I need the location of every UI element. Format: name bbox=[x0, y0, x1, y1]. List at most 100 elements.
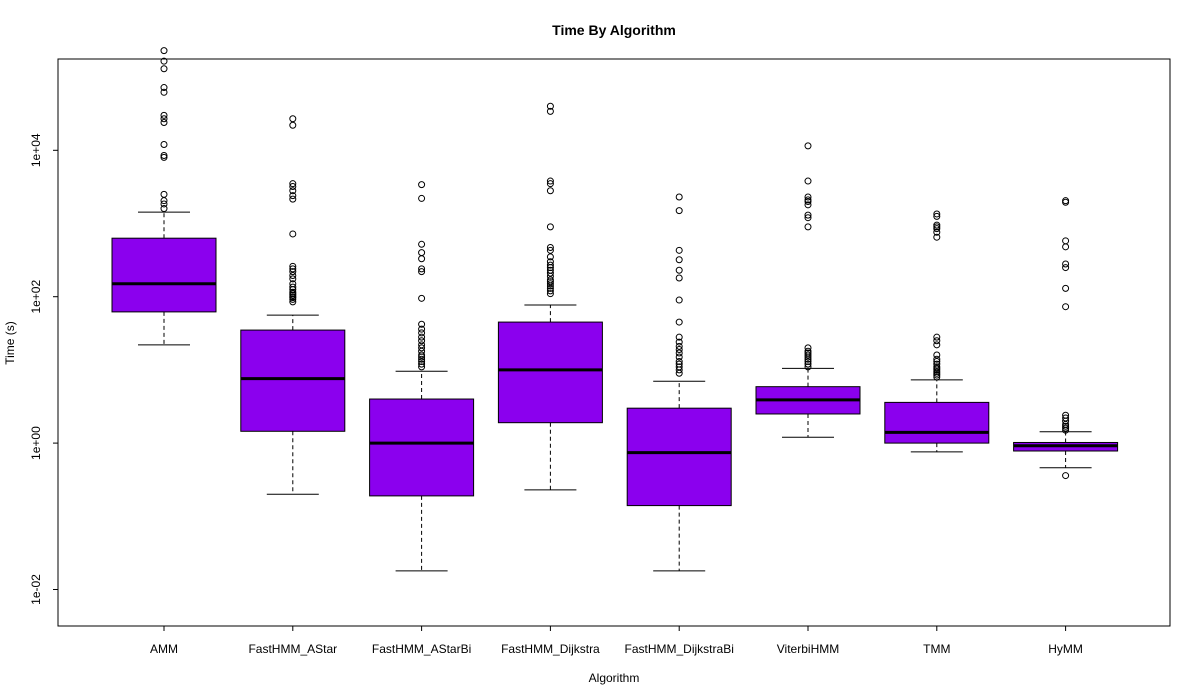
outlier-point bbox=[1062, 414, 1070, 422]
outlier-point bbox=[675, 342, 683, 350]
outlier-point bbox=[160, 205, 168, 213]
box-FastHMM_AStarBi bbox=[369, 181, 475, 572]
outlier-point bbox=[546, 266, 554, 274]
outlier-point bbox=[418, 337, 426, 345]
outlier-point bbox=[804, 347, 812, 355]
outlier-point bbox=[289, 187, 297, 195]
outlier-point bbox=[933, 333, 941, 341]
outlier-point bbox=[160, 153, 168, 161]
outlier-point bbox=[933, 233, 941, 241]
outlier-point bbox=[546, 287, 554, 295]
outlier-point bbox=[289, 280, 297, 288]
x-tick-label: ViterbiHMM bbox=[777, 642, 839, 656]
outlier-point bbox=[289, 298, 297, 306]
outlier-point bbox=[418, 360, 426, 368]
outlier-point bbox=[160, 141, 168, 149]
outlier-point bbox=[546, 244, 554, 252]
x-tick-label: FastHMM_DijkstraBi bbox=[625, 642, 734, 656]
outlier-point bbox=[933, 360, 941, 368]
outlier-point bbox=[933, 210, 941, 218]
outlier-point bbox=[933, 371, 941, 379]
outlier-point bbox=[289, 262, 297, 270]
outlier-point bbox=[804, 344, 812, 352]
outlier-point bbox=[546, 278, 554, 286]
outlier-point bbox=[418, 265, 426, 273]
outlier-point bbox=[675, 318, 683, 326]
outlier-point bbox=[418, 294, 426, 302]
outlier-point bbox=[546, 284, 554, 292]
y-tick-label: 1e+04 bbox=[29, 133, 43, 167]
outlier-point bbox=[933, 337, 941, 345]
outlier-point bbox=[675, 266, 683, 274]
outlier-point bbox=[675, 207, 683, 215]
outlier-point bbox=[289, 230, 297, 238]
outlier-point bbox=[546, 258, 554, 266]
iqr-box bbox=[626, 407, 732, 507]
outlier-point bbox=[160, 47, 168, 55]
outlier-point bbox=[933, 221, 941, 229]
outlier-point bbox=[546, 102, 554, 110]
y-axis-label: Time (s) bbox=[3, 321, 17, 365]
outlier-point bbox=[804, 223, 812, 231]
outlier-point bbox=[804, 142, 812, 150]
outlier-point bbox=[675, 256, 683, 264]
iqr-box bbox=[240, 329, 346, 432]
outlier-point bbox=[289, 265, 297, 273]
outlier-point bbox=[804, 201, 812, 209]
outlier-point bbox=[289, 121, 297, 129]
y-tick-label: 1e+00 bbox=[29, 426, 43, 460]
x-tick-label: TMM bbox=[923, 642, 950, 656]
outlier-point bbox=[675, 338, 683, 346]
outlier-point bbox=[1062, 303, 1070, 311]
box-AMM bbox=[111, 47, 217, 346]
outlier-point bbox=[289, 183, 297, 191]
outlier-point bbox=[418, 358, 426, 366]
outlier-point bbox=[675, 246, 683, 254]
outlier-point bbox=[546, 223, 554, 231]
outlier-point bbox=[418, 325, 426, 333]
outlier-point bbox=[418, 344, 426, 352]
outlier-point bbox=[675, 353, 683, 361]
outlier-point bbox=[160, 118, 168, 126]
outlier-point bbox=[289, 195, 297, 203]
outlier-point bbox=[289, 192, 297, 200]
outlier-point bbox=[160, 115, 168, 123]
outlier-point bbox=[1062, 197, 1070, 205]
outlier-point bbox=[418, 341, 426, 349]
iqr-box bbox=[884, 401, 990, 444]
outlier-point bbox=[418, 249, 426, 257]
outlier-point bbox=[1062, 264, 1070, 272]
outlier-point bbox=[160, 151, 168, 159]
outlier-point bbox=[933, 358, 941, 366]
outlier-point bbox=[418, 240, 426, 248]
outlier-point bbox=[418, 351, 426, 359]
y-axis: 1e-02 1e+00 1e+02 1e+04 bbox=[29, 133, 58, 605]
outlier-point bbox=[546, 290, 554, 298]
outlier-point bbox=[804, 351, 812, 359]
boxes-group bbox=[111, 47, 1119, 572]
outlier-point bbox=[289, 275, 297, 283]
iqr-box bbox=[497, 321, 603, 424]
outlier-point bbox=[418, 355, 426, 363]
outlier-point bbox=[546, 107, 554, 115]
x-tick-label: FastHMM_AStarBi bbox=[372, 642, 471, 656]
outlier-point bbox=[804, 214, 812, 222]
outlier-point bbox=[418, 329, 426, 337]
outlier-point bbox=[675, 296, 683, 304]
outlier-point bbox=[289, 283, 297, 291]
outlier-point bbox=[546, 180, 554, 188]
outlier-point bbox=[546, 261, 554, 269]
x-tick-label: HyMM bbox=[1048, 642, 1083, 656]
box-FastHMM_AStar bbox=[240, 115, 346, 495]
outlier-point bbox=[160, 200, 168, 208]
outlier-point bbox=[675, 358, 683, 366]
outlier-point bbox=[1062, 411, 1070, 419]
outlier-point bbox=[675, 360, 683, 368]
y-tick-label: 1e-02 bbox=[29, 574, 43, 605]
box-FastHMM_Dijkstra bbox=[497, 102, 603, 491]
outlier-point bbox=[160, 84, 168, 92]
outlier-point bbox=[1062, 422, 1070, 430]
iqr-box bbox=[369, 398, 475, 497]
outlier-point bbox=[933, 363, 941, 371]
